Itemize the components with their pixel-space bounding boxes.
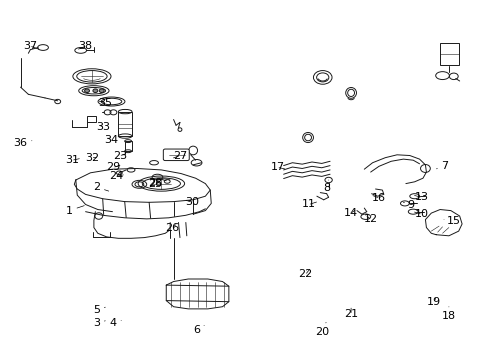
Text: 11: 11 (302, 199, 316, 210)
Text: 32: 32 (85, 153, 99, 163)
Text: 28: 28 (148, 178, 163, 188)
Text: 12: 12 (363, 214, 377, 224)
Bar (439, 43, 458, 65)
Text: 8: 8 (323, 180, 329, 193)
Ellipse shape (84, 89, 89, 93)
Text: 20: 20 (314, 323, 328, 337)
Text: 7: 7 (436, 161, 447, 171)
Text: 19: 19 (427, 297, 440, 307)
Text: 15: 15 (443, 216, 460, 226)
Text: 24: 24 (109, 171, 123, 181)
Text: 17: 17 (270, 162, 284, 172)
Ellipse shape (93, 89, 98, 93)
Text: 26: 26 (165, 222, 179, 233)
Text: 4: 4 (110, 318, 121, 328)
Text: 35: 35 (98, 98, 112, 108)
Text: 25: 25 (148, 179, 162, 189)
Text: 6: 6 (193, 325, 204, 336)
Text: 13: 13 (414, 192, 427, 202)
Text: 37: 37 (23, 41, 39, 51)
Bar (124, 141, 131, 151)
Text: 31: 31 (65, 155, 79, 165)
Text: 27: 27 (172, 150, 187, 161)
Text: 2: 2 (93, 182, 108, 192)
Text: 22: 22 (298, 269, 312, 279)
Text: 14: 14 (344, 208, 357, 218)
Text: 9: 9 (403, 200, 413, 210)
Text: 30: 30 (184, 197, 198, 207)
Text: 10: 10 (414, 209, 427, 219)
Text: 21: 21 (344, 308, 357, 319)
Text: 3: 3 (93, 318, 105, 328)
Text: 23: 23 (113, 150, 126, 161)
Text: 36: 36 (14, 138, 32, 148)
Text: 34: 34 (104, 135, 118, 145)
Text: 33: 33 (97, 122, 110, 132)
Bar (87, 116, 96, 122)
Text: 5: 5 (93, 305, 105, 315)
Text: 1: 1 (66, 206, 84, 216)
Text: 18: 18 (441, 307, 455, 321)
Text: 16: 16 (371, 193, 385, 203)
Bar (118, 112, 132, 136)
Text: 29: 29 (106, 162, 121, 172)
Ellipse shape (99, 89, 104, 93)
Text: 38: 38 (79, 41, 92, 51)
FancyBboxPatch shape (163, 149, 189, 161)
